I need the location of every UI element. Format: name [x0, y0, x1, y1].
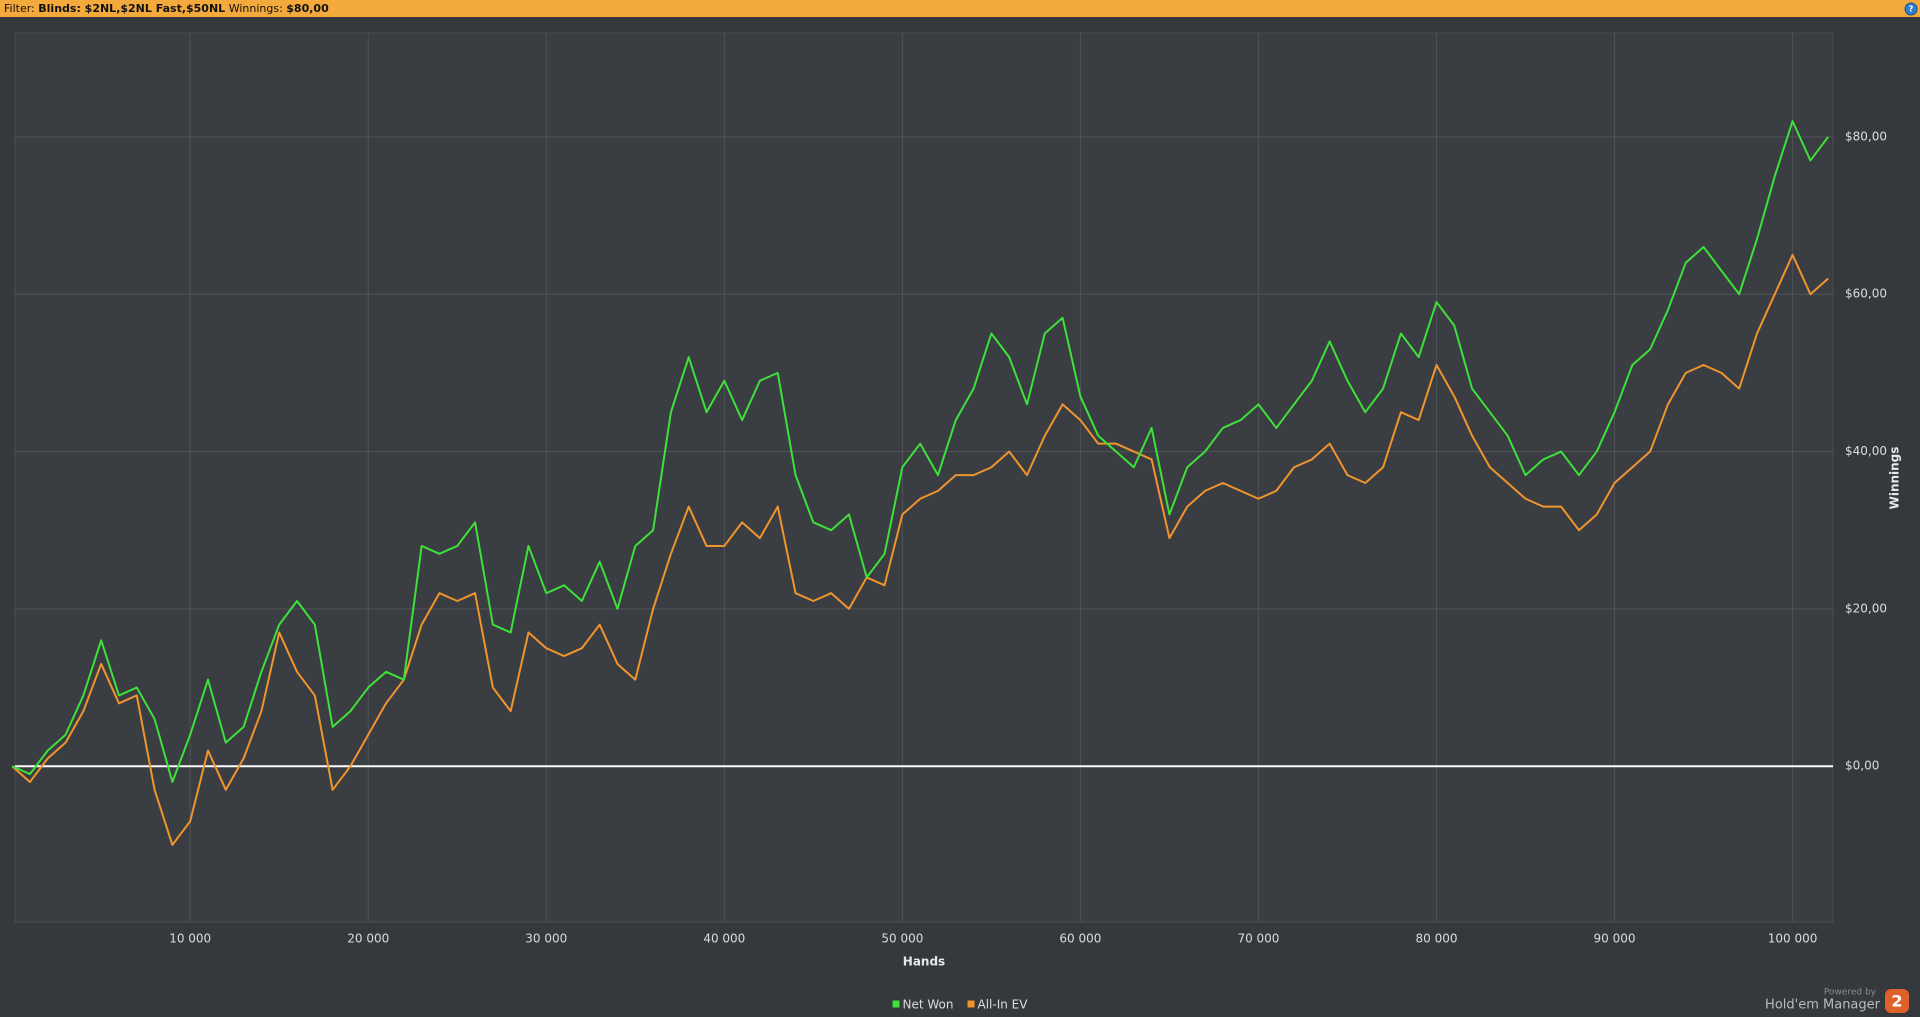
brand: Hold'em Manager: [1765, 998, 1881, 1013]
x-tick-label: 50 000: [881, 932, 923, 946]
x-tick-label: 10 000: [169, 932, 211, 946]
legend: Net Won All-In EV: [892, 998, 1029, 1012]
filter-bar: [0, 0, 1920, 17]
y-tick-label: $60,00: [1845, 287, 1887, 301]
plot-area: [14, 32, 1834, 923]
filter-value: Blinds: $2NL,$2NL Fast,$50NL: [38, 2, 225, 15]
help-icon[interactable]: [1904, 2, 1918, 16]
x-tick-label: 30 000: [525, 932, 567, 946]
x-tick-label: 80 000: [1415, 932, 1457, 946]
legend-label: All-In EV: [978, 998, 1029, 1012]
filter-label: Filter:: [4, 2, 35, 15]
series-line: [11, 120, 1829, 783]
x-tick-label: 40 000: [703, 932, 745, 946]
lines: [11, 120, 1833, 846]
x-axis-label: Hands: [903, 955, 945, 969]
logo: [1885, 989, 1909, 1013]
y-tick-label: $80,00: [1845, 129, 1887, 143]
x-tick-label: 20 000: [347, 932, 389, 946]
logo-text: 2: [1891, 992, 1902, 1011]
winnings-value: $80,00: [286, 2, 329, 15]
series-line: [11, 253, 1829, 846]
help-icon-glyph: ?: [1909, 5, 1914, 14]
y-tick-label: $20,00: [1845, 601, 1887, 615]
x-tick-label: 90 000: [1594, 932, 1636, 946]
legend-swatch: [967, 1000, 975, 1008]
winnings-label: Winnings:: [229, 2, 283, 15]
y-tick-label: $40,00: [1845, 444, 1887, 458]
y-tick-label: $0,00: [1845, 759, 1879, 773]
legend-swatch: [892, 1000, 900, 1008]
grid: [15, 33, 1833, 922]
powered-by: Powered by: [1824, 988, 1877, 998]
filter-text: Filter: Blinds: $2NL,$2NL Fast,$50NL Win…: [4, 2, 329, 15]
x-tick-label: 100 000: [1768, 932, 1818, 946]
legend-label: Net Won: [903, 998, 954, 1012]
x-tick-label: 70 000: [1237, 932, 1279, 946]
y-axis-label: Winnings: [1888, 447, 1902, 510]
x-tick-label: 60 000: [1059, 932, 1101, 946]
labels: 10 000 20 000 30 000 40 000 50 000 60 000 70 0…: [169, 129, 1887, 945]
